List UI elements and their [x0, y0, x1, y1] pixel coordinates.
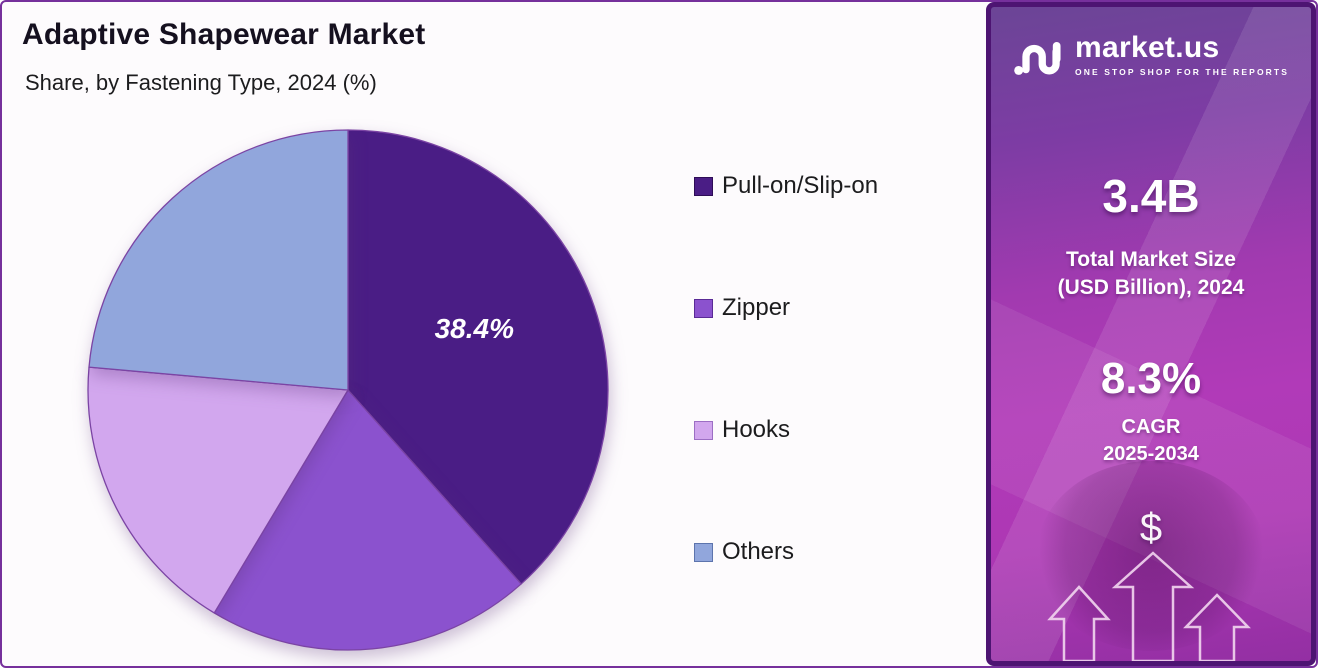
market-size-value: 3.4B	[1102, 170, 1200, 222]
brand-tagline: ONE STOP SHOP FOR THE REPORTS	[1075, 67, 1289, 77]
legend-swatch-others-icon	[694, 542, 713, 562]
arrow-up-center-icon	[1111, 551, 1195, 661]
cagr-label: CAGR 2025-2034	[1103, 414, 1199, 468]
pie-slice-zipper	[213, 389, 522, 651]
legend-swatch-pull-on-icon	[694, 176, 713, 196]
brand-sidebar: market.us ONE STOP SHOP FOR THE REPORTS …	[986, 2, 1316, 666]
legend-label-hooks: Hooks	[722, 416, 791, 443]
pie-slice-others	[88, 129, 349, 391]
cagr-label-line1: CAGR	[1121, 415, 1181, 438]
market-us-logo: market.us ONE STOP SHOP FOR THE REPORTS	[1013, 31, 1289, 79]
pie-chart: 38.4%	[87, 129, 609, 651]
legend-item-zipper: Zipper	[694, 294, 878, 322]
legend-item-hooks: Hooks	[694, 416, 878, 444]
sidebar-content: market.us ONE STOP SHOP FOR THE REPORTS …	[991, 7, 1311, 661]
page-title: Adaptive Shapewear Market	[22, 18, 426, 51]
page-subtitle: Share, by Fastening Type, 2024 (%)	[25, 70, 377, 95]
chart-area: Adaptive Shapewear Market Share, by Fast…	[2, 2, 986, 666]
legend-item-others: Others	[694, 538, 878, 566]
legend-label-pull-on: Pull-on/Slip-on	[722, 172, 879, 199]
legend-item-pull-on: Pull-on/Slip-on	[694, 172, 878, 200]
pie-slice-hooks	[87, 366, 349, 614]
market-size-label-line2: (USD Billion), 2024	[1057, 276, 1245, 300]
pie-slice-pull-on-slip-on	[347, 129, 609, 585]
market-size-label-line1: Total Market Size	[1065, 248, 1236, 271]
legend-swatch-hooks-icon	[694, 420, 713, 440]
cagr-label-line2: 2025-2034	[1103, 442, 1199, 465]
growth-arrows-icon	[1047, 551, 1251, 661]
market-us-logo-icon	[1014, 42, 1061, 75]
brand-name: market.us	[1075, 31, 1220, 64]
market-size-label: Total Market Size (USD Billion), 2024	[1058, 246, 1245, 303]
legend: Pull-on/Slip-on Zipper Hooks Others	[694, 172, 878, 566]
arrow-up-right-icon	[1183, 593, 1251, 661]
dollar-icon: $	[1139, 505, 1163, 550]
logo-text: market.us ONE STOP SHOP FOR THE REPORTS	[1075, 31, 1289, 78]
arrow-up-left-icon	[1047, 585, 1111, 661]
legend-label-zipper: Zipper	[722, 294, 791, 321]
slice-value-label: 38.4%	[435, 313, 514, 344]
cagr-value: 8.3%	[1100, 353, 1202, 403]
legend-label-others: Others	[722, 538, 795, 565]
legend-swatch-zipper-icon	[694, 298, 713, 318]
